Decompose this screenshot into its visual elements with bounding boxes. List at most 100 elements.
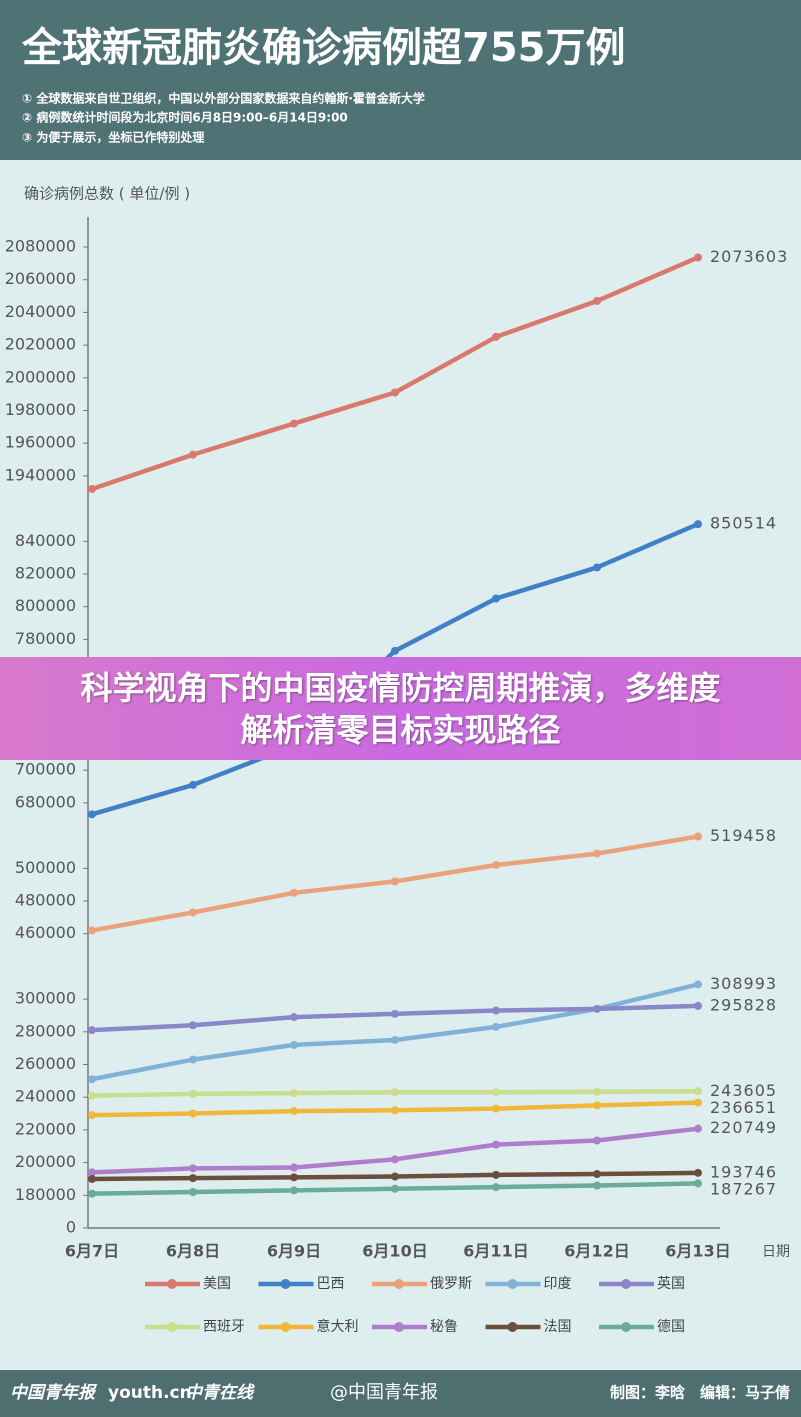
y-tick-label: 280000 (15, 1021, 76, 1040)
point (88, 1091, 96, 1100)
legend-label: 印度 (544, 1276, 572, 1292)
point (290, 888, 298, 897)
point (593, 1101, 601, 1110)
y-tick-label: 500000 (15, 858, 76, 877)
point (189, 1174, 197, 1183)
point (189, 908, 197, 917)
point (694, 253, 702, 262)
point (290, 1173, 298, 1182)
point (290, 1013, 298, 1022)
y-tick-label: 820000 (15, 564, 76, 583)
point (88, 1189, 96, 1198)
point (189, 1089, 197, 1098)
legend-swatch (507, 1279, 518, 1289)
y-tick-label: 2020000 (5, 335, 76, 354)
point (88, 810, 96, 819)
point (391, 1009, 399, 1018)
point (391, 1155, 399, 1164)
point (290, 1089, 298, 1098)
x-tick-label: 6月8日 (166, 1242, 220, 1261)
point (694, 520, 702, 529)
point (88, 1075, 96, 1084)
point (189, 1109, 197, 1118)
point (694, 1098, 702, 1107)
value-label: 308993 (710, 974, 777, 993)
legend-label: 俄罗斯 (430, 1276, 472, 1292)
point (694, 1087, 702, 1096)
header-band (0, 0, 801, 160)
x-tick-label: 6月9日 (267, 1242, 321, 1261)
y-tick-label: 1980000 (5, 400, 76, 419)
value-label: 243605 (710, 1081, 777, 1100)
y-tick-label: 840000 (15, 531, 76, 550)
y-tick-label: 480000 (15, 891, 76, 910)
legend-label: 德国 (657, 1319, 685, 1335)
legend-swatch (394, 1322, 404, 1332)
point (290, 419, 298, 428)
y-tick-label: 180000 (15, 1185, 76, 1204)
point (290, 1107, 298, 1116)
y-tick-label: 1960000 (5, 433, 76, 452)
point (593, 1087, 601, 1096)
point (189, 1021, 197, 1030)
y-tick-label: 220000 (15, 1119, 76, 1138)
value-label: 519458 (710, 826, 777, 845)
y-tick-label: 300000 (15, 989, 76, 1008)
value-label: 236651 (710, 1098, 777, 1117)
point (492, 594, 500, 603)
y-tick-label: 780000 (15, 629, 76, 648)
point (391, 388, 399, 397)
point (492, 1022, 500, 1031)
point (88, 1026, 96, 1035)
point (88, 926, 96, 935)
point (492, 1006, 500, 1015)
x-tick-label: 6月13日 (665, 1242, 730, 1261)
footer-band (0, 1370, 801, 1417)
legend-swatch (280, 1279, 291, 1289)
point (694, 980, 702, 989)
legend-label: 法国 (544, 1319, 572, 1335)
logo: 中国青年报 (10, 1383, 98, 1403)
x-tick-label: 6月10日 (362, 1242, 427, 1261)
x-tick-label: 6月12日 (564, 1242, 629, 1261)
point (593, 1004, 601, 1013)
point (593, 296, 601, 305)
point (492, 861, 500, 870)
y-tick-label: 0 (66, 1218, 76, 1237)
value-label: 193746 (710, 1162, 777, 1181)
point (391, 1172, 399, 1181)
x-axis-label: 日期 (762, 1244, 790, 1260)
y-tick-label: 460000 (15, 923, 76, 942)
y-tick-label: 680000 (15, 792, 76, 811)
point (189, 450, 197, 459)
point (492, 1170, 500, 1179)
legend-label: 意大利 (317, 1318, 359, 1335)
point (694, 1168, 702, 1177)
point (290, 1186, 298, 1195)
legend-label: 巴西 (317, 1276, 345, 1292)
legend-label: 西班牙 (203, 1319, 245, 1335)
y-tick-label: 700000 (15, 760, 76, 779)
y-tick-label: 1940000 (5, 465, 76, 484)
weibo: @中国青年报 (330, 1382, 438, 1403)
y-tick-label: 2060000 (5, 269, 76, 288)
note: ② 病例数统计时间段为北京时间6月8日9:00–6月14日9:00 (22, 110, 348, 125)
point (694, 1001, 702, 1010)
series-line (91, 1126, 699, 1175)
legend-label: 英国 (657, 1275, 685, 1292)
title: 全球新冠肺炎确诊病例超755万例 (21, 25, 626, 71)
point (593, 563, 601, 572)
legend-swatch (621, 1322, 631, 1332)
point (694, 1124, 702, 1133)
point (593, 1136, 601, 1145)
point (593, 849, 601, 858)
value-label: 295828 (710, 995, 777, 1014)
y-tick-label: 800000 (15, 596, 76, 615)
point (694, 832, 702, 841)
point (492, 1104, 500, 1113)
point (88, 1168, 96, 1177)
point (391, 1184, 399, 1193)
y-tick-label: 2080000 (5, 237, 76, 256)
